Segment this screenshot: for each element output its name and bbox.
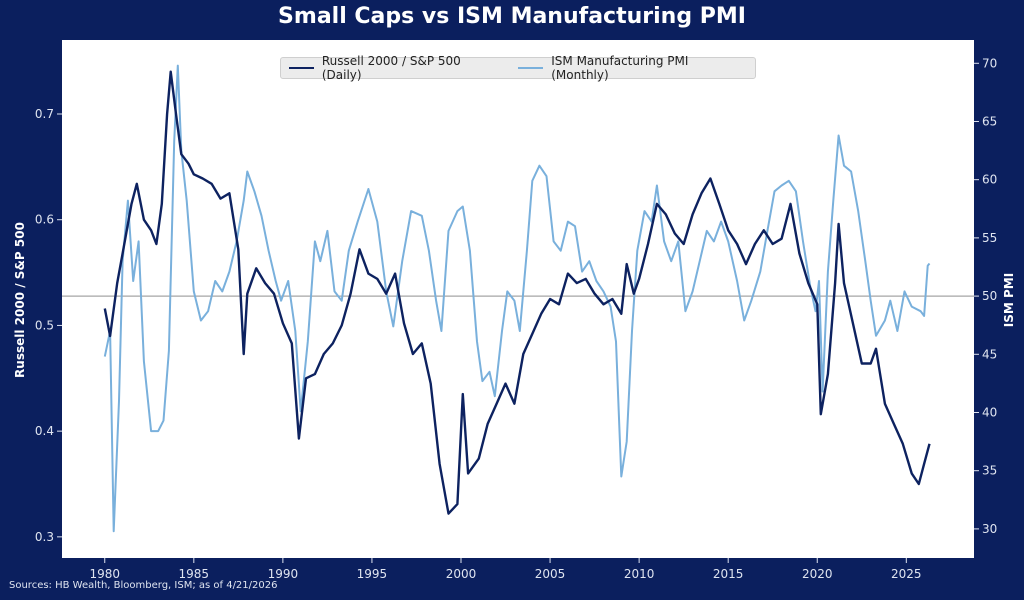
left-tick-label: 0.3 [35, 530, 54, 544]
legend-swatch-russell [289, 67, 314, 69]
legend: Russell 2000 / S&P 500 (Daily) ISM Manuf… [280, 54, 756, 82]
x-tick-label: 1985 [179, 567, 210, 581]
left-tick-label: 0.4 [35, 424, 54, 438]
x-tick-label: 2020 [802, 567, 833, 581]
russell-ratio-line [103, 70, 931, 515]
left-tick-label: 0.5 [35, 318, 54, 332]
right-axis-label: ISM PMI [1002, 273, 1016, 327]
chart-title: Small Caps vs ISM Manufacturing PMI [278, 4, 746, 29]
right-tick-label: 60 [982, 173, 997, 187]
x-tick-label: 2015 [713, 567, 744, 581]
x-tick-label: 1990 [268, 567, 299, 581]
legend-item-pmi: ISM Manufacturing PMI (Monthly) [518, 54, 741, 82]
ism-pmi-line [103, 64, 931, 533]
x-tick-label: 2000 [446, 567, 477, 581]
right-tick-label: 55 [982, 231, 997, 245]
x-tick-label: 1995 [357, 567, 388, 581]
left-axis-label: Russell 2000 / S&P 500 [13, 222, 27, 378]
x-tick-label: 2010 [624, 567, 655, 581]
legend-label-pmi: ISM Manufacturing PMI (Monthly) [551, 54, 689, 82]
x-tick-label: 2005 [535, 567, 566, 581]
right-tick-label: 65 [982, 114, 997, 128]
right-tick-label: 50 [982, 289, 997, 303]
x-tick-label: 2025 [891, 567, 922, 581]
right-tick-label: 30 [982, 522, 997, 536]
x-tick-label: 1980 [89, 567, 120, 581]
legend-label-russell: Russell 2000 / S&P 500 (Daily) [321, 54, 461, 82]
right-tick-label: 45 [982, 347, 997, 361]
right-tick-label: 40 [982, 405, 997, 419]
legend-swatch-pmi [518, 67, 544, 69]
series-lines [103, 64, 931, 533]
left-tick-label: 0.7 [35, 107, 54, 121]
right-y-axis: 30 35 40 45 50 55 60 65 70 [974, 56, 997, 536]
right-tick-label: 35 [982, 464, 997, 478]
left-tick-label: 0.6 [35, 213, 54, 227]
source-note: Sources: HB Wealth, Bloomberg, ISM; as o… [9, 580, 278, 591]
plot-area [62, 40, 974, 558]
x-axis: 1980 1985 1990 1995 2000 2005 2010 2015 2020 2025 [89, 558, 922, 581]
legend-item-russell: Russell 2000 / S&P 500 (Daily) [289, 54, 496, 82]
left-y-axis: 0.3 0.4 0.5 0.6 0.7 [35, 107, 62, 544]
right-tick-label: 70 [982, 56, 997, 70]
